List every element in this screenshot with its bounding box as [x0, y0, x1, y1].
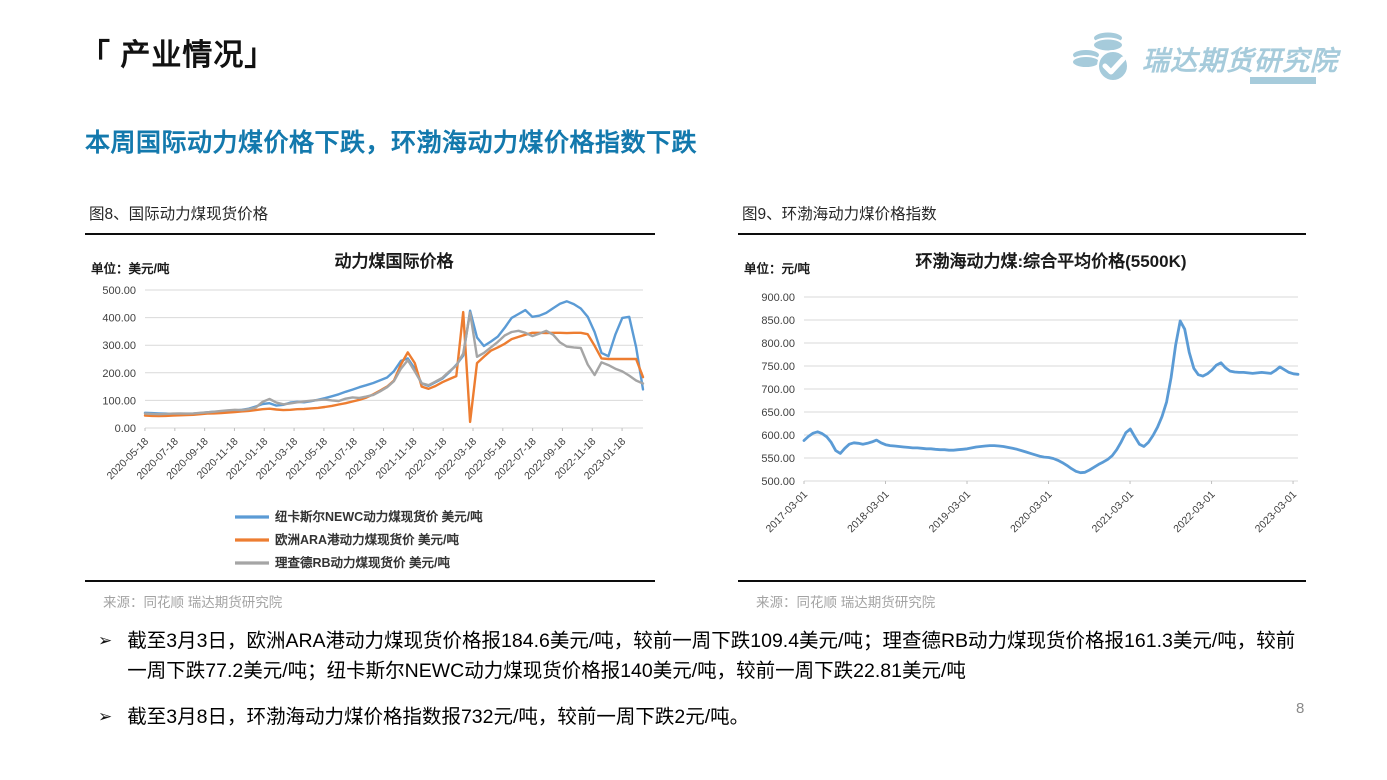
logo-underline	[1250, 77, 1316, 84]
svg-text:750.00: 750.00	[761, 361, 795, 373]
svg-text:400.00: 400.00	[102, 313, 136, 325]
svg-text:2022-03-01: 2022-03-01	[1171, 489, 1218, 536]
divider-line	[738, 233, 1306, 235]
bohai-index-chart: 500.00 550.00 600.00 650.00 700.00 750.00 800.…	[738, 235, 1306, 580]
summary-bullets: ➢ 截至3月3日，欧洲ARA港动力煤现货价格报184.6美元/吨，较前一周下跌1…	[98, 626, 1313, 748]
figure-8-panel: 图8、国际动力煤现货价格 0.00 100.00 200.00 300.00 400.0…	[85, 198, 655, 615]
coins-logo-icon	[1070, 28, 1134, 89]
bullet-text: 截至3月8日，环渤海动力煤价格指数报732元/吨，较前一周下跌2元/吨。	[127, 706, 750, 728]
figure-9-source: 来源：同花顺 瑞达期货研究院	[756, 595, 936, 610]
svg-text:2020-03-01: 2020-03-01	[1008, 489, 1055, 536]
svg-text:2019-03-01: 2019-03-01	[927, 489, 974, 536]
page-title: 「 产业情况」	[80, 39, 276, 72]
figure-8-source: 来源：同花顺 瑞达期货研究院	[103, 595, 283, 610]
svg-text:600.00: 600.00	[761, 430, 795, 442]
slide-subtitle: 本周国际动力煤价格下跌，环渤海动力煤价格指数下跌	[85, 129, 698, 157]
bullet-item: ➢ 截至3月8日，环渤海动力煤价格指数报732元/吨，较前一周下跌2元/吨。	[98, 702, 1313, 732]
arrow-bullet-icon: ➢	[98, 631, 113, 650]
company-logo: 瑞达期货研究院	[1070, 28, 1337, 89]
svg-text:欧洲ARA港动力煤现货价 美元/吨: 欧洲ARA港动力煤现货价 美元/吨	[275, 532, 460, 547]
svg-text:700.00: 700.00	[761, 384, 795, 396]
svg-text:单位：美元/吨: 单位：美元/吨	[91, 261, 170, 276]
arrow-bullet-icon: ➢	[98, 707, 113, 726]
divider-line	[738, 580, 1306, 582]
svg-text:300.00: 300.00	[102, 340, 136, 352]
svg-text:2018-03-01: 2018-03-01	[845, 489, 892, 536]
svg-text:2017-03-01: 2017-03-01	[764, 489, 811, 536]
svg-text:单位：元/吨: 单位：元/吨	[744, 261, 810, 276]
divider-line	[85, 233, 655, 235]
svg-text:650.00: 650.00	[761, 407, 795, 419]
svg-text:200.00: 200.00	[102, 368, 136, 380]
svg-text:2023-03-01: 2023-03-01	[1253, 489, 1300, 536]
logo-text: 瑞达期货研究院	[1142, 46, 1338, 76]
svg-text:550.00: 550.00	[761, 453, 795, 465]
svg-text:900.00: 900.00	[761, 292, 795, 304]
svg-text:850.00: 850.00	[761, 315, 795, 327]
svg-text:纽卡斯尔NEWC动力煤现货价 美元/吨: 纽卡斯尔NEWC动力煤现货价 美元/吨	[275, 509, 483, 524]
svg-text:动力煤国际价格: 动力煤国际价格	[335, 251, 455, 271]
page-number: 8	[1296, 700, 1305, 717]
svg-text:2021-03-01: 2021-03-01	[1090, 489, 1137, 536]
svg-text:100.00: 100.00	[102, 395, 136, 407]
svg-text:理查德RB动力煤现货价 美元/吨: 理查德RB动力煤现货价 美元/吨	[275, 555, 451, 570]
figure-9-caption: 图9、环渤海动力煤价格指数	[742, 206, 937, 223]
bullet-text: 截至3月3日，欧洲ARA港动力煤现货价格报184.6美元/吨，较前一周下跌109…	[127, 630, 1296, 682]
intl-coal-price-chart: 0.00 100.00 200.00 300.00 400.00 500.00 2020-0…	[85, 235, 655, 580]
figure-8-caption: 图8、国际动力煤现货价格	[89, 206, 269, 223]
svg-text:500.00: 500.00	[102, 285, 136, 297]
figure-9-panel: 图9、环渤海动力煤价格指数 500.00 550.00 600.00 650.00 70…	[738, 198, 1306, 615]
svg-text:0.00: 0.00	[115, 423, 136, 435]
svg-text:800.00: 800.00	[761, 338, 795, 350]
bullet-item: ➢ 截至3月3日，欧洲ARA港动力煤现货价格报184.6美元/吨，较前一周下跌1…	[98, 626, 1313, 686]
divider-line	[85, 580, 655, 582]
svg-text:环渤海动力煤:综合平均价格(5500K): 环渤海动力煤:综合平均价格(5500K)	[915, 251, 1186, 271]
svg-text:500.00: 500.00	[761, 476, 795, 488]
